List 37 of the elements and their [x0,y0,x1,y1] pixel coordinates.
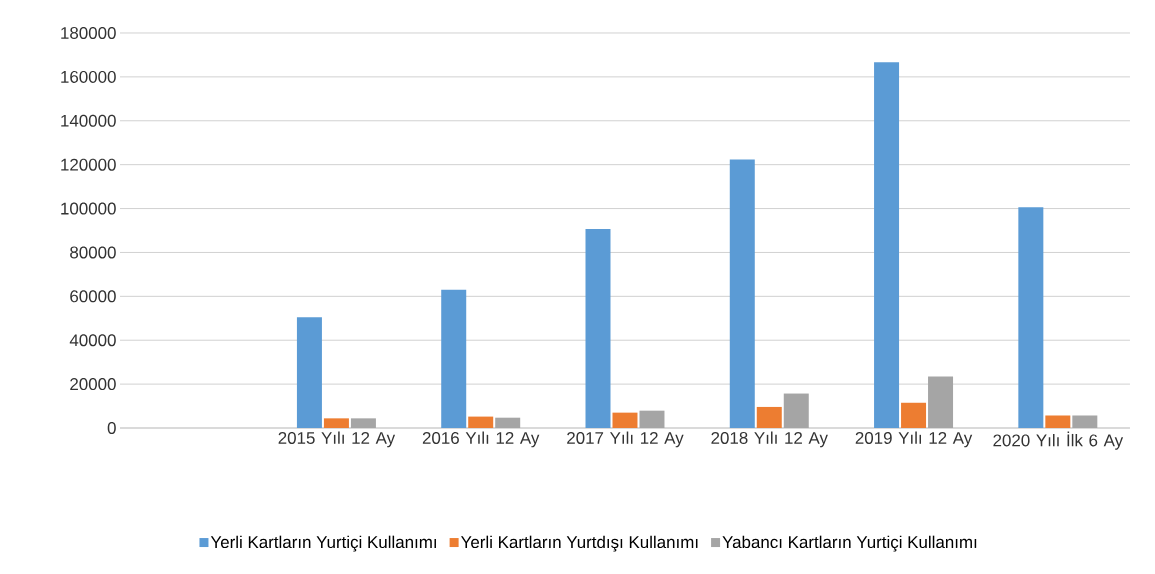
bar [783,393,809,428]
bar [874,62,900,428]
bar [928,376,954,428]
x-tick-label: 2016 Yılı 12 Ay [422,431,540,448]
y-tick-label: 100000 [61,202,116,215]
bar [612,412,638,428]
y-tick-label: 180000 [61,27,116,39]
bar [441,289,467,428]
bar [296,317,322,428]
y-tick-label: 140000 [61,114,116,127]
legend-label: Yerli Kartların Yurtiçi Kullanımı [210,535,436,552]
bar [468,416,494,428]
bar [323,418,349,428]
bar [1045,415,1071,428]
y-tick-label: 20000 [70,378,116,391]
x-tick-label: 2019 Yılı 12 Ay [855,431,973,448]
bar [639,410,665,428]
legend-label: Yabancı Kartların Yurtiçi Kullanımı [722,535,977,552]
y-tick-label: 0 [107,422,116,434]
bar [495,417,521,428]
x-tick-label: 2018 Yılı 12 Ay [711,431,828,448]
bar [901,402,927,428]
y-tick-label: 80000 [70,246,116,259]
legend-label: Yerli Kartların Yurtdışı Kullanımı [460,535,698,552]
y-tick-label: 160000 [61,70,116,83]
x-tick-label: 2020 Yılı İlk 6 Ay [993,431,1124,450]
y-tick-label: 60000 [70,290,116,303]
bar [350,418,376,428]
bar [1072,415,1098,428]
x-tick-label: 2017 Yılı 12 Ay [567,431,684,448]
bar [1018,207,1044,428]
x-tick-label: 2015 Yılı 12 Ay [278,431,396,448]
bar [756,406,782,428]
bar [585,228,611,428]
bar [729,159,755,428]
y-tick-label: 120000 [61,158,116,171]
y-tick-label: 40000 [69,334,116,347]
